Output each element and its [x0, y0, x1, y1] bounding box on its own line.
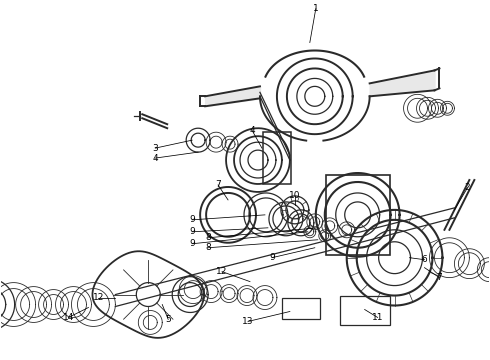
Text: 11: 11 — [372, 313, 383, 322]
Bar — [340, 296, 390, 325]
Text: 12: 12 — [93, 293, 104, 302]
Text: 1: 1 — [313, 4, 318, 13]
Text: 5: 5 — [165, 315, 171, 324]
Text: 14: 14 — [63, 313, 74, 322]
Text: 9: 9 — [269, 253, 275, 262]
Bar — [326, 175, 390, 255]
Text: 8: 8 — [205, 233, 211, 242]
Bar — [282, 298, 320, 319]
Text: 13: 13 — [242, 317, 254, 326]
Text: 4: 4 — [152, 154, 158, 163]
Bar — [263, 132, 291, 184]
Text: 2: 2 — [465, 184, 470, 193]
Text: 7: 7 — [215, 180, 221, 189]
Text: 7: 7 — [437, 273, 442, 282]
Text: 8: 8 — [205, 243, 211, 252]
Text: 9: 9 — [189, 239, 195, 248]
Text: 4: 4 — [249, 126, 255, 135]
Text: 10: 10 — [289, 192, 300, 201]
Text: 6: 6 — [421, 255, 427, 264]
Text: 3: 3 — [152, 144, 158, 153]
Text: 12: 12 — [217, 267, 228, 276]
Text: 9: 9 — [189, 215, 195, 224]
Text: 9: 9 — [189, 227, 195, 236]
